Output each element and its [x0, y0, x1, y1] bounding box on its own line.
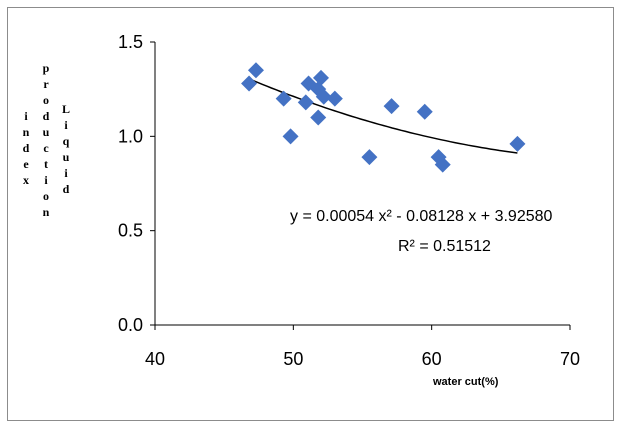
- y-axis-title-letter: u: [63, 150, 70, 164]
- y-tick-label: 1.0: [118, 126, 143, 146]
- y-axis-title-letter: i: [64, 118, 68, 132]
- y-axis-title-letter: i: [24, 109, 28, 123]
- data-point: [247, 62, 264, 79]
- y-axis-title-letter: d: [63, 182, 70, 196]
- x-tick-label: 60: [422, 349, 442, 369]
- trendline-curve: [248, 78, 518, 154]
- chart-frame: [7, 7, 614, 421]
- data-point: [275, 90, 292, 107]
- y-axis-title-letter: p: [43, 61, 50, 75]
- y-axis-title-letter: n: [23, 125, 30, 139]
- y-tick-label: 1.5: [118, 32, 143, 52]
- y-axis-title-letter: o: [43, 93, 49, 107]
- y-tick-label: 0.5: [118, 221, 143, 241]
- y-axis-title-letter: r: [43, 77, 49, 91]
- y-axis-title-letter: i: [44, 173, 48, 187]
- y-ticks: 0.0 0.5 1.0 1.5: [118, 32, 155, 335]
- y-axis-title-letter: q: [63, 134, 70, 148]
- data-point: [326, 90, 343, 107]
- data-point: [509, 135, 526, 152]
- data-point: [310, 109, 327, 126]
- y-axis-title-letter: e: [23, 157, 29, 171]
- y-axis-title-letter: t: [44, 157, 48, 171]
- x-tick-label: 40: [145, 349, 165, 369]
- y-tick-label: 0.0: [118, 315, 143, 335]
- y-axis-title-letter: n: [43, 205, 50, 219]
- data-point: [241, 75, 258, 92]
- y-axis-title-letter: x: [23, 173, 29, 187]
- r-squared-label: R² = 0.51512: [398, 238, 491, 255]
- y-axis-title-letter: L: [62, 102, 70, 116]
- x-ticks: 40 50 60 70: [145, 325, 580, 369]
- x-axis-title: water cut(%): [432, 376, 499, 388]
- y-axis-title-letter: d: [43, 109, 50, 123]
- y-axis-title-letter: i: [64, 166, 68, 180]
- y-axis-title-letter: c: [43, 141, 49, 155]
- x-tick-label: 70: [560, 349, 580, 369]
- y-axis-title-letter: o: [43, 189, 49, 203]
- data-point: [297, 94, 314, 111]
- data-point: [361, 149, 378, 166]
- data-point: [282, 128, 299, 145]
- data-point: [434, 156, 451, 173]
- trendline-equation: y = 0.00054 x² - 0.08128 x + 3.92580: [290, 208, 553, 225]
- data-point: [416, 103, 433, 120]
- data-point: [313, 69, 329, 86]
- y-axis-title-letter: d: [23, 141, 30, 155]
- axes: [154, 42, 570, 326]
- data-point: [383, 98, 400, 115]
- y-axis-title-letter: u: [43, 125, 50, 139]
- x-tick-label: 50: [283, 349, 303, 369]
- data-point: [315, 88, 332, 105]
- data-points: [241, 62, 526, 173]
